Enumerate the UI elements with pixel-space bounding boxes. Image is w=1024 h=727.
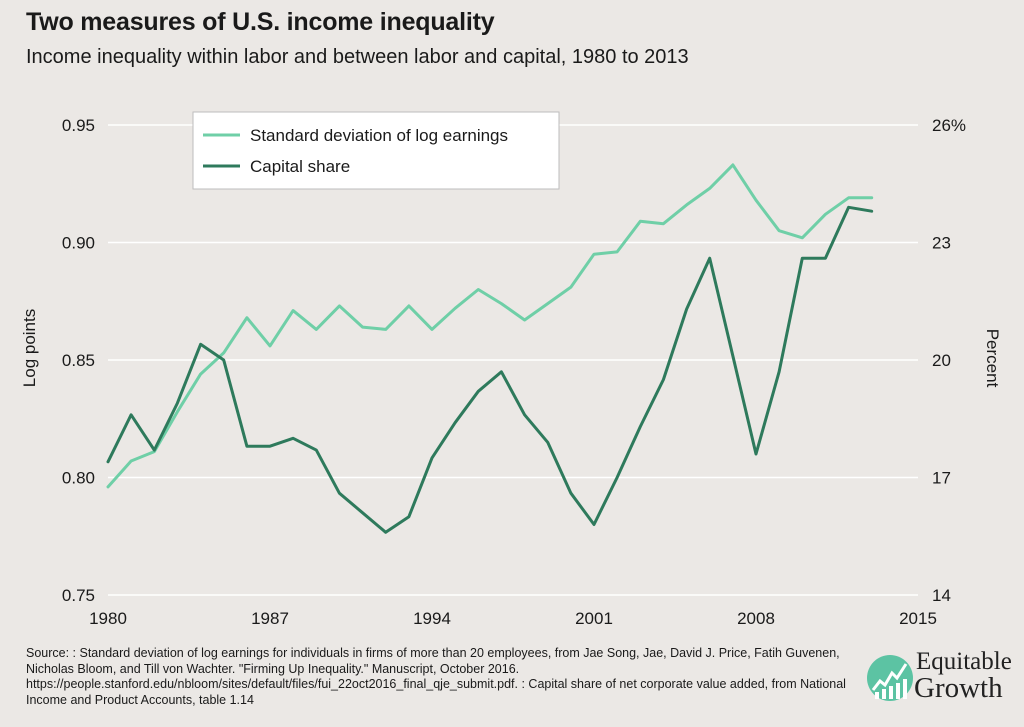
y-right-tick-label: 14	[932, 586, 951, 605]
x-tick-label: 2001	[575, 609, 613, 628]
line-chart: 0.75 0.80 0.85 0.90 0.95 14 17 20 23 26% 1980 1987 1…	[20, 111, 1002, 628]
series-line-capital-share	[106, 205, 874, 534]
y-left-tick-label: 0.80	[62, 469, 95, 488]
chart-title: Two measures of U.S. income inequality	[26, 8, 495, 36]
legend: Standard deviation of log earnings Capit…	[192, 111, 560, 190]
x-tick-label: 2015	[899, 609, 937, 628]
x-tick-label: 1980	[89, 609, 127, 628]
gridlines	[108, 124, 918, 596]
y-left-tick-label: 0.75	[62, 586, 95, 605]
logo-text-equitable: Equitable	[916, 648, 1012, 675]
legend-label-capital: Capital share	[250, 157, 350, 176]
series-line-std-dev	[106, 163, 874, 489]
x-tick-label: 1987	[251, 609, 289, 628]
y-right-tick-label: 26%	[932, 116, 966, 135]
logo-text-growth: Growth	[914, 672, 1003, 704]
growth-chart-icon	[867, 655, 913, 701]
equitable-growth-logo: Equitable Growth	[866, 648, 1021, 708]
y-left-tick-label: 0.90	[62, 234, 95, 253]
legend-label-std-dev: Standard deviation of log earnings	[250, 126, 508, 145]
y-right-tick-label: 17	[932, 469, 951, 488]
series-lines	[106, 163, 874, 534]
y-axis-right-label: Percent	[983, 329, 1002, 388]
tick-labels: 0.75 0.80 0.85 0.90 0.95 14 17 20 23 26% 1980 1987 1…	[62, 116, 966, 628]
y-left-tick-label: 0.95	[62, 116, 95, 135]
legend-box	[192, 111, 560, 190]
y-right-tick-label: 23	[932, 234, 951, 253]
y-left-tick-label: 0.85	[62, 351, 95, 370]
x-tick-label: 2008	[737, 609, 775, 628]
y-axis-left-label: Log points	[20, 309, 39, 387]
x-tick-label: 1994	[413, 609, 451, 628]
y-right-tick-label: 20	[932, 351, 951, 370]
source-note: Source: : Standard deviation of log earn…	[26, 646, 846, 707]
chart-subtitle: Income inequality within labor and betwe…	[26, 46, 689, 68]
